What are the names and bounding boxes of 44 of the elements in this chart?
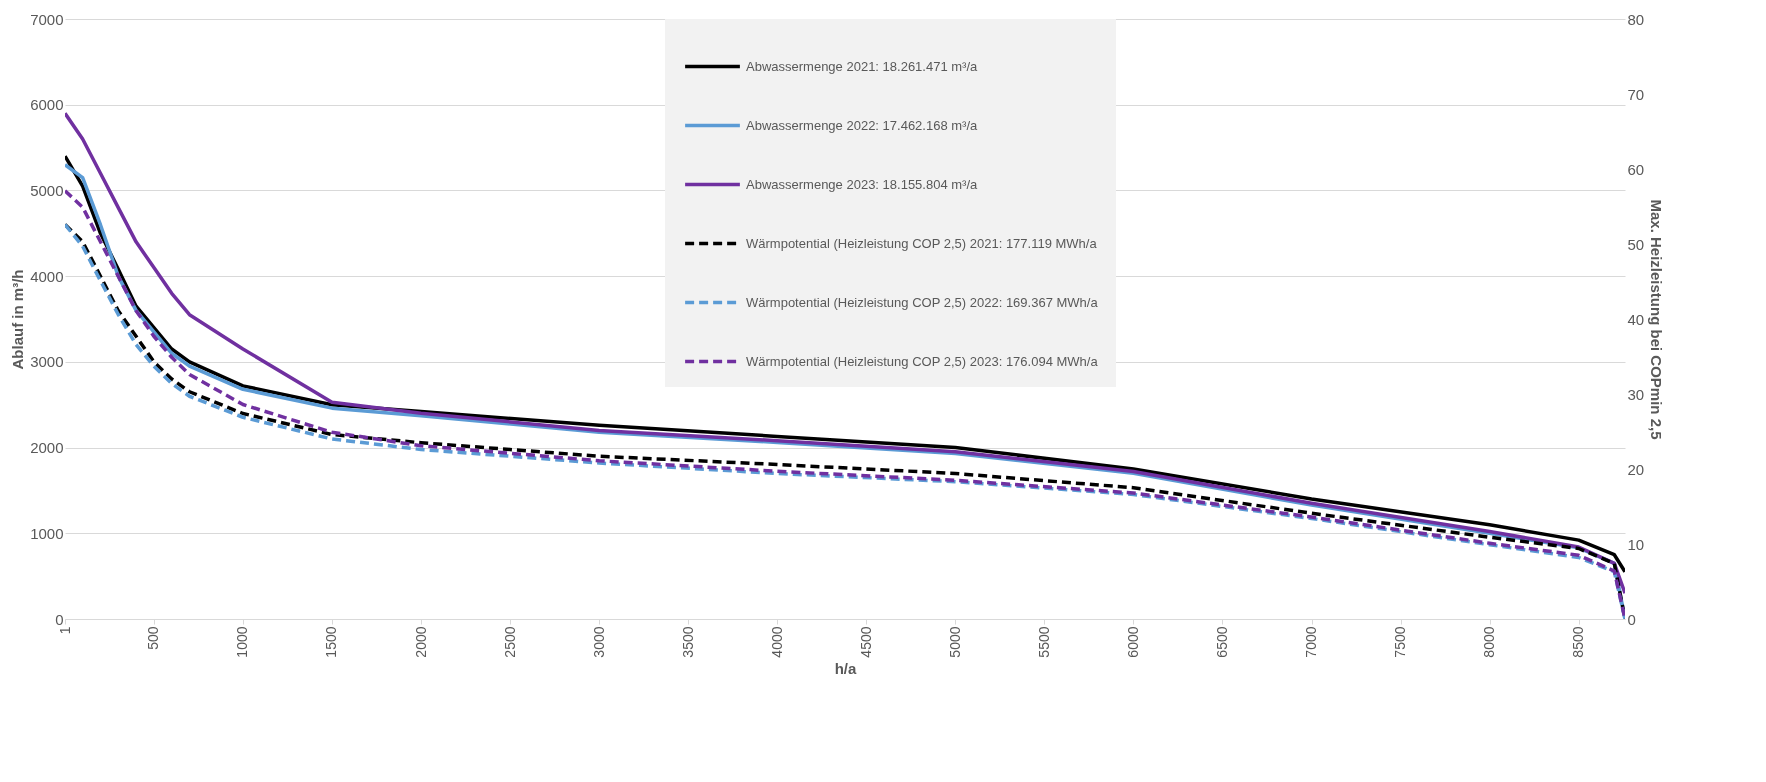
y2-tick-label: 30 [1627,385,1645,403]
legend-label: Abwassermenge 2022: 17.462.168 m³/a [746,117,979,133]
y-tick-label: 0 [55,610,64,628]
x-tick-label: 8000 [1481,626,1498,658]
x-tick-label: 4500 [857,626,874,658]
x-tick-label: 500 [145,626,162,650]
x-tick-label: 7500 [1392,626,1409,658]
y-tick-label: 3000 [30,353,64,371]
y-tick-label: 7000 [30,10,64,28]
y2-tick-label: 0 [1627,610,1636,628]
y2-tick-label: 60 [1627,160,1645,178]
x-tick-label: 1000 [234,626,251,658]
legend-label: Wärmpotential (Heizleistung COP 2,5) 2021: 177.119 MWh/a [746,235,1098,251]
x-tick-label: 1 [56,626,73,635]
x-tick-label: 2000 [412,626,429,658]
y2-tick-label: 70 [1627,85,1645,103]
y2-axis-title: Max. Heizleistung bei COPmin 2,5 [1648,199,1666,440]
x-tick-label: 5000 [946,626,963,658]
legend-label: Wärmpotential (Heizleistung COP 2,5) 2023: 176.094 MWh/a [746,353,1099,369]
y-tick-label: 1000 [30,524,64,542]
x-tick-label: 6500 [1213,626,1230,658]
x-tick-label: 4000 [768,626,785,658]
x-tick-label: 7000 [1303,626,1320,658]
legend-label: Abwassermenge 2021: 18.261.471 m³/a [746,58,979,74]
legend-label: Wärmpotential (Heizleistung COP 2,5) 2022: 169.367 MWh/a [746,294,1099,310]
y-tick-label: 5000 [30,181,64,199]
x-tick-label: 6000 [1124,626,1141,658]
x-tick-label: 1500 [323,626,340,658]
y2-tick-label: 20 [1627,460,1645,478]
y2-tick-label: 50 [1627,235,1645,253]
y-tick-label: 6000 [30,96,64,114]
y2-tick-label: 40 [1627,310,1645,328]
x-tick-label: 5500 [1035,626,1052,658]
y-axis-title: Ablauf in m³/h [9,269,27,370]
y-tick-label: 4000 [30,267,64,285]
x-tick-label: 3500 [679,626,696,658]
y2-tick-label: 80 [1627,10,1645,28]
x-tick-label: 8500 [1570,626,1587,658]
y-tick-label: 2000 [30,439,64,457]
legend-label: Abwassermenge 2023: 18.155.804 m³/a [746,176,979,192]
x-axis-title: h/a [834,659,857,677]
y2-tick-label: 10 [1627,535,1645,553]
x-tick-label: 2500 [501,626,518,658]
x-tick-label: 3000 [590,626,607,658]
